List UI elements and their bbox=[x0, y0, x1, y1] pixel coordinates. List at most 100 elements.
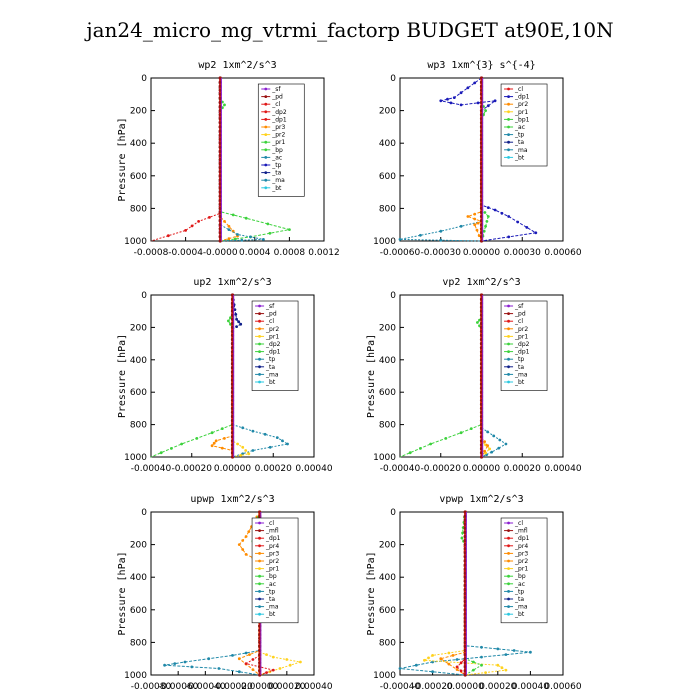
legend-marker bbox=[264, 156, 268, 159]
x-tick-label: -0.00080 bbox=[131, 682, 172, 692]
y-tick-label: 800 bbox=[130, 638, 147, 648]
series-point bbox=[459, 224, 463, 228]
legend-marker bbox=[264, 178, 268, 182]
legend-marker bbox=[507, 319, 510, 323]
x-tick-label: -0.00060 bbox=[380, 248, 421, 258]
x-tick-label: 0.00020 bbox=[255, 464, 292, 474]
series-point bbox=[184, 229, 188, 232]
series-point bbox=[249, 235, 252, 239]
series-point bbox=[281, 439, 284, 443]
series-point bbox=[455, 665, 459, 669]
legend-marker bbox=[258, 373, 261, 376]
legend-entry: _pr2 bbox=[514, 558, 528, 565]
series-point bbox=[439, 238, 443, 242]
legend-marker bbox=[507, 140, 510, 144]
legend-entry: _bt bbox=[265, 379, 276, 386]
series-point bbox=[244, 553, 248, 556]
legend-marker bbox=[258, 304, 261, 308]
y-tick-label: 0 bbox=[141, 291, 147, 301]
legend-marker bbox=[507, 357, 510, 361]
legend-entry: _ta bbox=[265, 596, 275, 603]
series-point bbox=[236, 233, 239, 236]
legend-entry: _pr1 bbox=[514, 333, 528, 340]
series-point bbox=[459, 91, 463, 95]
legend-marker bbox=[507, 95, 510, 98]
series-point bbox=[217, 667, 221, 670]
legend-entry: _bt bbox=[514, 379, 525, 386]
series-point bbox=[220, 427, 224, 430]
legend-entry: _bp bbox=[271, 147, 283, 154]
legend-entry: _pr1 bbox=[271, 139, 285, 146]
x-tick-label: 0.0012 bbox=[308, 248, 340, 258]
x-tick-label: -0.00040 bbox=[380, 682, 421, 692]
series-point bbox=[285, 658, 289, 661]
y-tick-label: 0 bbox=[390, 508, 396, 518]
series-point bbox=[439, 657, 443, 661]
legend-marker bbox=[258, 536, 261, 540]
legend-entry: _dp2 bbox=[271, 109, 287, 116]
series-point bbox=[208, 216, 211, 219]
x-tick-label: 0.00060 bbox=[544, 248, 581, 258]
legend-marker bbox=[507, 335, 510, 338]
series-point bbox=[446, 97, 449, 101]
chart-title: vp2 1xm^2/s^3 bbox=[442, 277, 520, 288]
x-tick-label: -0.00020 bbox=[212, 682, 253, 692]
series-point bbox=[247, 452, 251, 456]
series-line-pr3 bbox=[439, 512, 466, 676]
y-axis-label: Pressure [hPa] bbox=[117, 117, 128, 201]
legend-marker bbox=[258, 544, 261, 548]
y-tick-label: 1000 bbox=[124, 237, 147, 247]
series-point bbox=[398, 667, 402, 670]
legend-entry: _pr3 bbox=[514, 550, 528, 557]
series-point bbox=[485, 220, 489, 223]
series-point bbox=[483, 440, 486, 443]
series-point bbox=[251, 449, 255, 452]
x-tick-label: 0.00060 bbox=[544, 682, 581, 692]
series-point bbox=[244, 216, 248, 220]
series-point bbox=[447, 651, 451, 655]
legend-marker bbox=[507, 536, 510, 540]
chart-title: vpwp 1xm^2/s^3 bbox=[439, 494, 523, 505]
series-point bbox=[500, 211, 504, 215]
series-point bbox=[248, 653, 251, 656]
series-point bbox=[237, 670, 241, 674]
legend-marker bbox=[507, 605, 510, 608]
legend-marker bbox=[507, 544, 510, 548]
legend-marker bbox=[258, 552, 261, 555]
series-point bbox=[241, 548, 245, 551]
series-point bbox=[207, 657, 211, 661]
y-tick-label: 600 bbox=[130, 606, 147, 616]
legend-marker bbox=[264, 102, 268, 106]
plot-frame bbox=[399, 511, 564, 676]
series-point bbox=[237, 320, 241, 324]
series-point bbox=[466, 215, 470, 218]
series-point bbox=[504, 668, 508, 672]
legend-entry: _sf bbox=[265, 303, 275, 310]
legend: _cl_mfl_dp1_pr4_pr3_pr2_pr1_bp_ac_tp_ta_… bbox=[251, 517, 299, 624]
y-tick-label: 600 bbox=[379, 388, 396, 398]
series-point bbox=[431, 654, 434, 657]
legend-marker bbox=[264, 87, 268, 91]
legend-marker bbox=[507, 342, 510, 346]
legend-marker bbox=[264, 148, 268, 152]
series-point bbox=[227, 237, 231, 241]
legend-marker bbox=[258, 605, 261, 608]
series-point bbox=[473, 212, 477, 216]
legend-entry: _bt bbox=[514, 611, 525, 618]
series-point bbox=[239, 454, 243, 457]
series-point bbox=[496, 647, 500, 651]
x-tick-label: -0.00020 bbox=[421, 464, 462, 474]
series-point bbox=[496, 663, 500, 667]
series-point bbox=[455, 658, 459, 661]
x-tick-label: -0.00020 bbox=[412, 682, 453, 692]
series-point bbox=[498, 438, 502, 442]
series-point bbox=[180, 442, 184, 446]
series-point bbox=[473, 81, 477, 85]
y-tick-label: 600 bbox=[379, 172, 396, 182]
series-point bbox=[241, 539, 245, 542]
plot-frame bbox=[150, 77, 325, 242]
series-line-tp bbox=[399, 512, 531, 676]
y-tick-label: 0 bbox=[141, 508, 147, 518]
series-point bbox=[472, 668, 475, 672]
x-tick-label: 0.00040 bbox=[295, 464, 332, 474]
